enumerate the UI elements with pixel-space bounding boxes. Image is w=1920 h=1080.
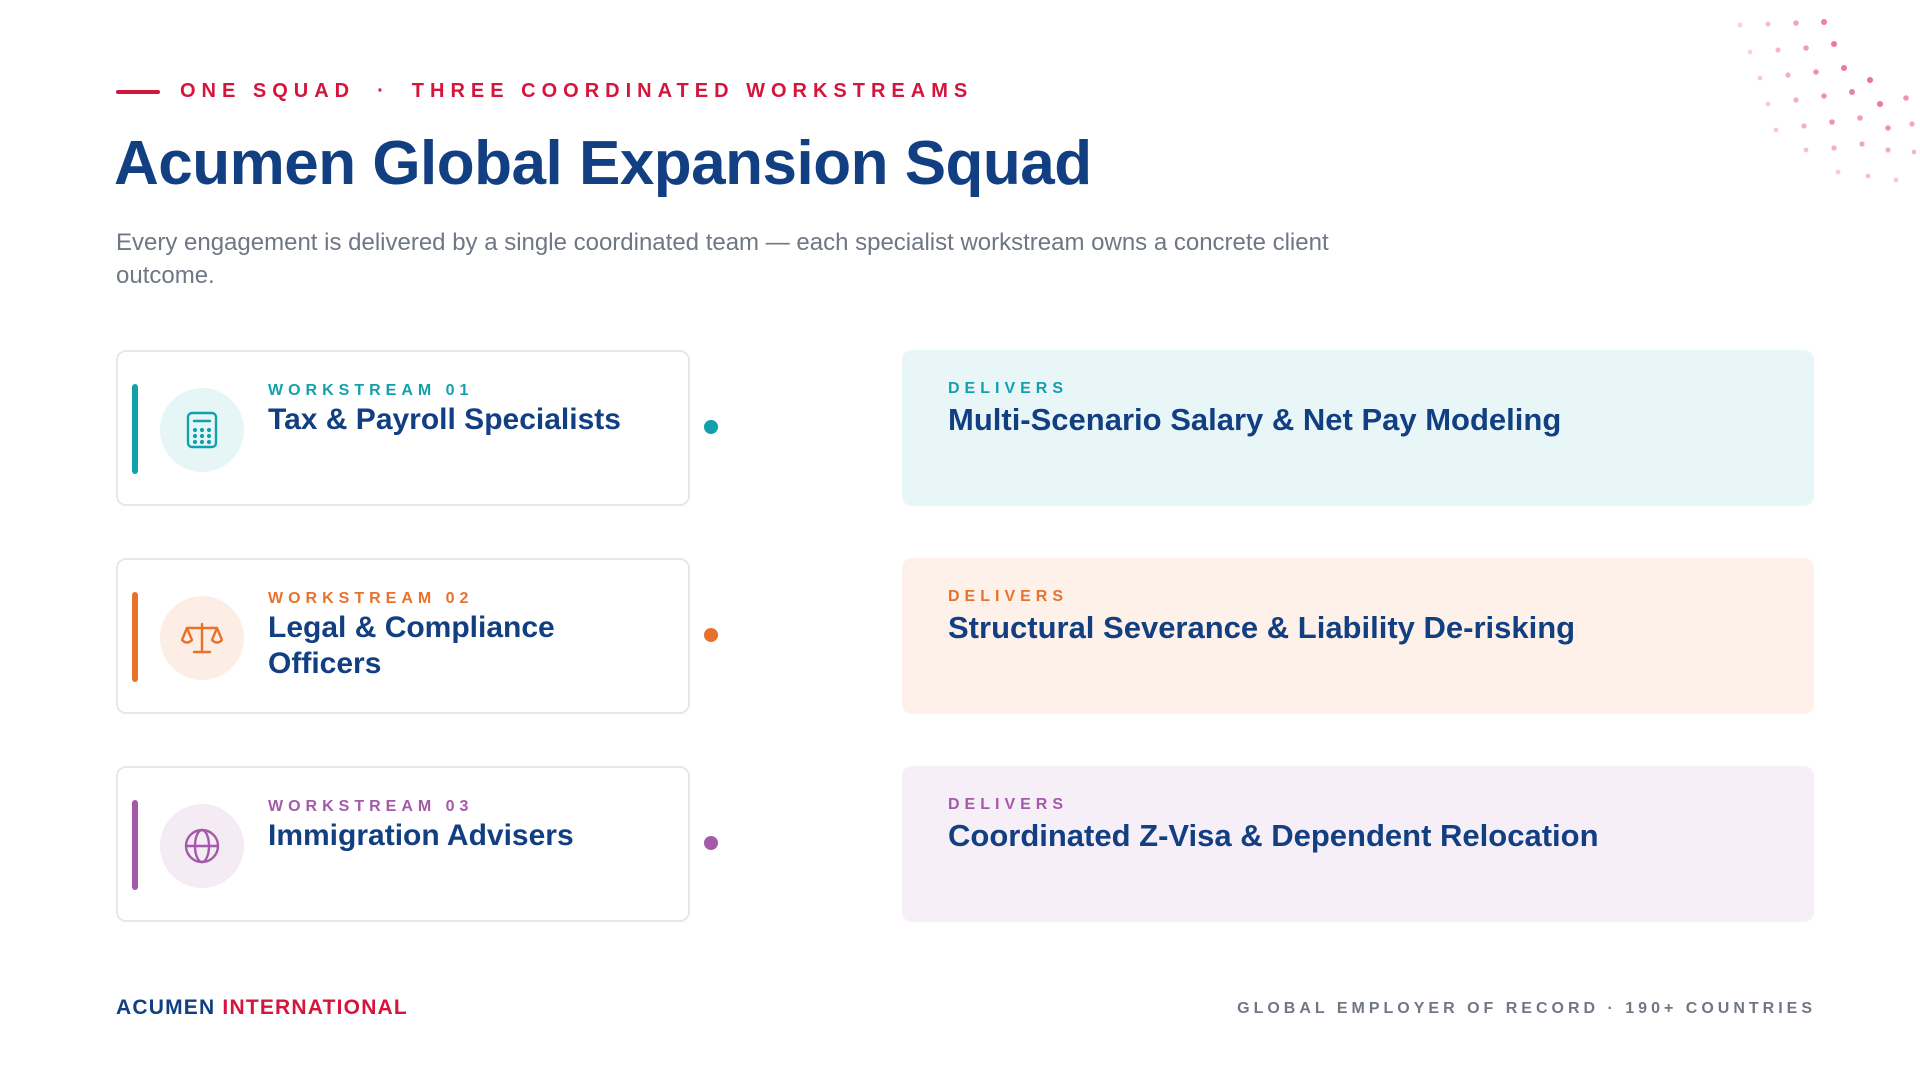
- outcome-card-1: DELIVERS Multi-Scenario Salary & Net Pay…: [902, 350, 1814, 506]
- delivers-label: DELIVERS: [948, 380, 1069, 397]
- workstream-accent-bar: [132, 384, 138, 474]
- page-subtitle: Every engagement is delivered by a singl…: [116, 229, 1329, 289]
- outcome-name: Multi-Scenario Salary & Net Pay Modeling: [948, 402, 1562, 437]
- workstream-accent-bar: [132, 800, 138, 890]
- workstream-name: Legal & Compliance Officers: [268, 611, 555, 680]
- eyebrow-right: THREE COORDINATED WORKSTREAMS: [411, 80, 974, 102]
- workstream-name: Tax & Payroll Specialists: [268, 403, 621, 436]
- workstream-row-2: WORKSTREAM 02 Legal & Compliance Officer…: [116, 558, 1814, 714]
- eyebrow: ONE SQUAD · THREE COORDINATED WORKSTREAM…: [116, 80, 973, 103]
- workstream-label: WORKSTREAM 03: [268, 798, 474, 815]
- calculator-icon: [160, 388, 244, 472]
- delivers-label: DELIVERS: [948, 796, 1069, 813]
- footer-tagline: GLOBAL EMPLOYER OF RECORD · 190+ COUNTRI…: [1237, 1000, 1816, 1017]
- connector-dot: [704, 420, 718, 434]
- eyebrow-left: ONE SQUAD: [180, 80, 356, 102]
- eyebrow-separator: ·: [377, 80, 390, 102]
- outcome-card-2: DELIVERS Structural Severance & Liabilit…: [902, 558, 1814, 714]
- workstream-label: WORKSTREAM 02: [268, 590, 474, 607]
- workstream-accent-bar: [132, 592, 138, 682]
- page-title: Acumen Global Expansion Squad: [114, 129, 1092, 198]
- brand-name-part1: ACUMEN: [116, 996, 216, 1019]
- workstream-card-3: WORKSTREAM 03 Immigration Advisers: [116, 766, 690, 922]
- workstream-card-1: WORKSTREAM 01 Tax & Payroll Specialists: [116, 350, 690, 506]
- workstream-name: Immigration Advisers: [268, 819, 574, 852]
- brand-name-part2: INTERNATIONAL: [222, 996, 408, 1019]
- workstream-label: WORKSTREAM 01: [268, 382, 474, 399]
- workstream-row-3: WORKSTREAM 03 Immigration Advisers DELIV…: [116, 766, 1814, 922]
- globe-icon: [160, 804, 244, 888]
- outcome-card-3: DELIVERS Coordinated Z-Visa & Dependent …: [902, 766, 1814, 922]
- brand-logo: ACUMEN INTERNATIONAL: [116, 996, 408, 1020]
- scales-icon: [160, 596, 244, 680]
- workstream-card-2: WORKSTREAM 02 Legal & Compliance Officer…: [116, 558, 690, 714]
- workstream-row-1: WORKSTREAM 01 Tax & Payroll Specialists …: [116, 350, 1814, 506]
- decorative-dots-pattern: [1737, 19, 1917, 183]
- eyebrow-rule: [116, 89, 160, 94]
- delivers-label: DELIVERS: [948, 588, 1069, 605]
- connector-dot: [704, 836, 718, 850]
- outcome-name: Structural Severance & Liability De-risk…: [948, 610, 1576, 645]
- connector-dot: [704, 628, 718, 642]
- outcome-name: Coordinated Z-Visa & Dependent Relocatio…: [948, 818, 1599, 853]
